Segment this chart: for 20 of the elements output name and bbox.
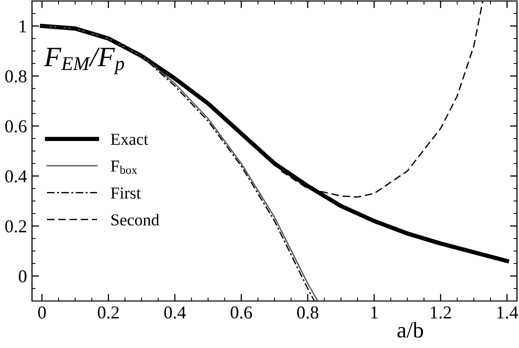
y-tick-label: 0.8 (5, 70, 26, 83)
legend-label: Exact (110, 134, 148, 145)
x-tick-label: 1.2 (430, 306, 451, 319)
x-axis-title: a/b (398, 322, 424, 338)
y-axis-title: F$_{EM}$/F$_{p}$ (44, 48, 124, 74)
legend-label: First (110, 187, 141, 199)
legend-label: F$_{box}$ (110, 160, 138, 174)
y-tick-label: 0.2 (5, 220, 26, 233)
y-tick-label: 0.6 (5, 120, 27, 133)
x-tick-label: 0 (38, 306, 46, 319)
y-tick-label: 0 (18, 270, 26, 282)
x-tick-label: 1 (371, 306, 378, 318)
x-tick-label: 0.2 (98, 306, 119, 319)
x-tick-label: 0.6 (230, 306, 252, 319)
y-tick-label: 1 (20, 20, 26, 32)
legend-label: Second (111, 214, 160, 226)
x-tick-label: 0.4 (164, 306, 186, 319)
y-tick-label: 0.4 (5, 170, 27, 183)
x-tick-label: 0.8 (297, 306, 318, 319)
x-tick-label: 1.4 (497, 306, 518, 319)
